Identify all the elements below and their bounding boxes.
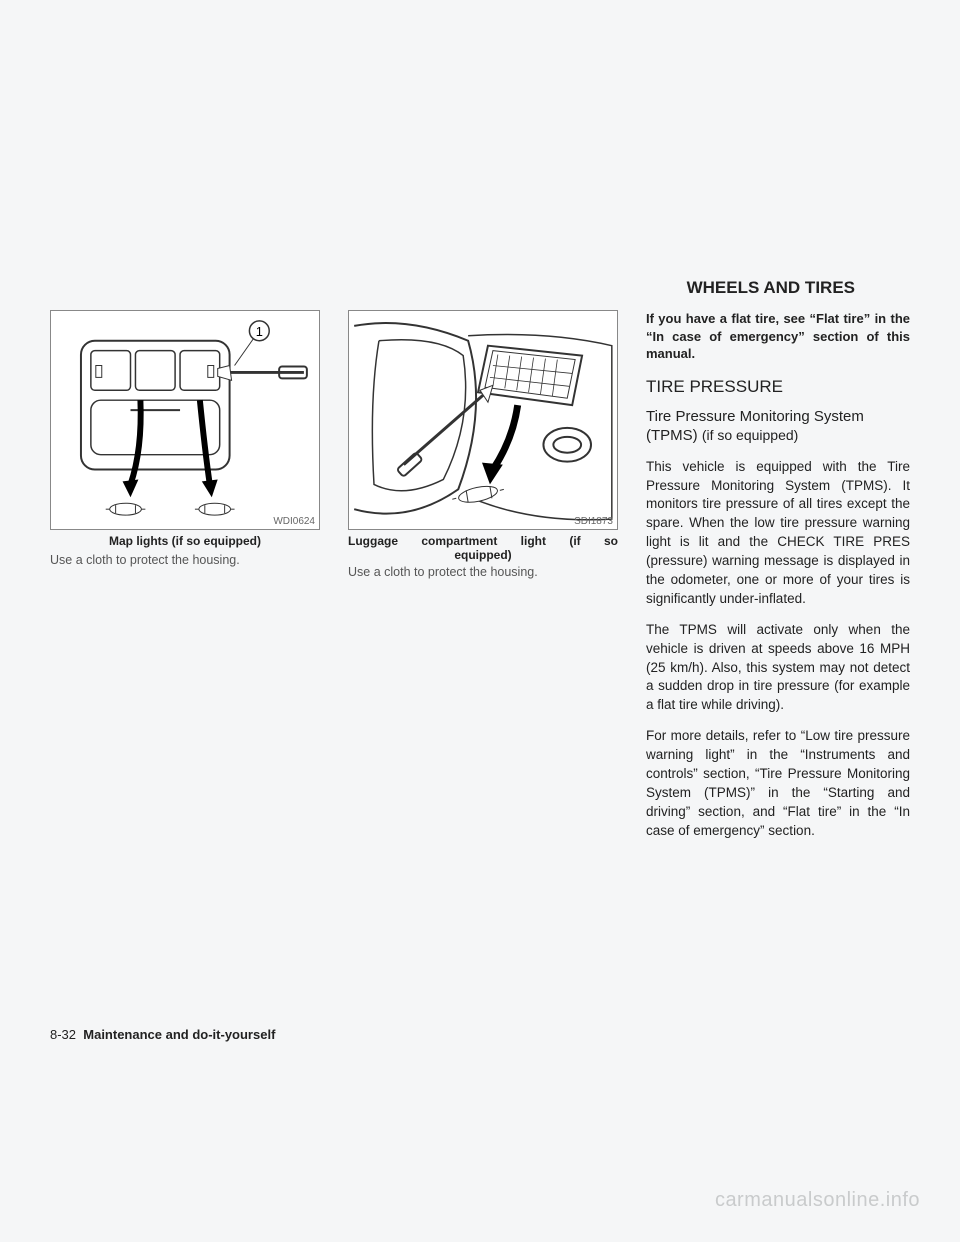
column-right: If you have a flat tire, see “Flat tire”…	[646, 310, 910, 1030]
paragraph-2: The TPMS will activate only when the veh…	[646, 621, 910, 715]
figure-code: WDI0624	[273, 516, 315, 527]
watermark: carmanualsonline.info	[715, 1189, 920, 1212]
tire-pressure-heading: TIRE PRESSURE	[646, 377, 910, 397]
figure1-caption: Map lights (if so equipped)	[50, 534, 320, 550]
figure2-caption-line2: equipped)	[348, 548, 618, 562]
figure-code: SDI1873	[574, 516, 613, 527]
page-content: WHEELS AND TIRES 1	[50, 310, 910, 1030]
page-number: 8-32	[50, 1027, 76, 1042]
luggage-light-illustration	[349, 311, 617, 529]
figure-luggage-light: SDI1873	[348, 310, 618, 530]
figure-map-lights: 1 WDI0624	[50, 310, 320, 530]
tpms-heading-line1: Tire Pressure Monitoring System	[646, 408, 864, 425]
column-left: 1 WDI0624 Map lights (if	[50, 310, 320, 1030]
tpms-heading-line2: (TPMS)	[646, 427, 702, 444]
column-middle: SDI1873 Luggage compartment light (if so…	[348, 310, 618, 1030]
tpms-heading: Tire Pressure Monitoring System (TPMS) (…	[646, 407, 910, 446]
paragraph-3: For more details, refer to “Low tire pre…	[646, 727, 910, 840]
paragraph-1: This vehicle is equipped with the Tire P…	[646, 458, 910, 609]
svg-text:1: 1	[256, 324, 263, 339]
intro-text: If you have a flat tire, see “Flat tire”…	[646, 310, 910, 363]
figure2-caption-line1: Luggage compartment light (if so	[348, 534, 618, 548]
map-lights-illustration: 1	[51, 311, 319, 529]
figure2-note: Use a cloth to protect the housing.	[348, 565, 618, 579]
figure1-note: Use a cloth to protect the housing.	[50, 553, 320, 567]
section-header: WHEELS AND TIRES	[687, 278, 855, 298]
tpms-equipped: (if so equipped)	[702, 427, 799, 443]
page-footer: 8-32 Maintenance and do-it-yourself	[50, 1027, 275, 1042]
footer-section: Maintenance and do-it-yourself	[83, 1027, 275, 1042]
